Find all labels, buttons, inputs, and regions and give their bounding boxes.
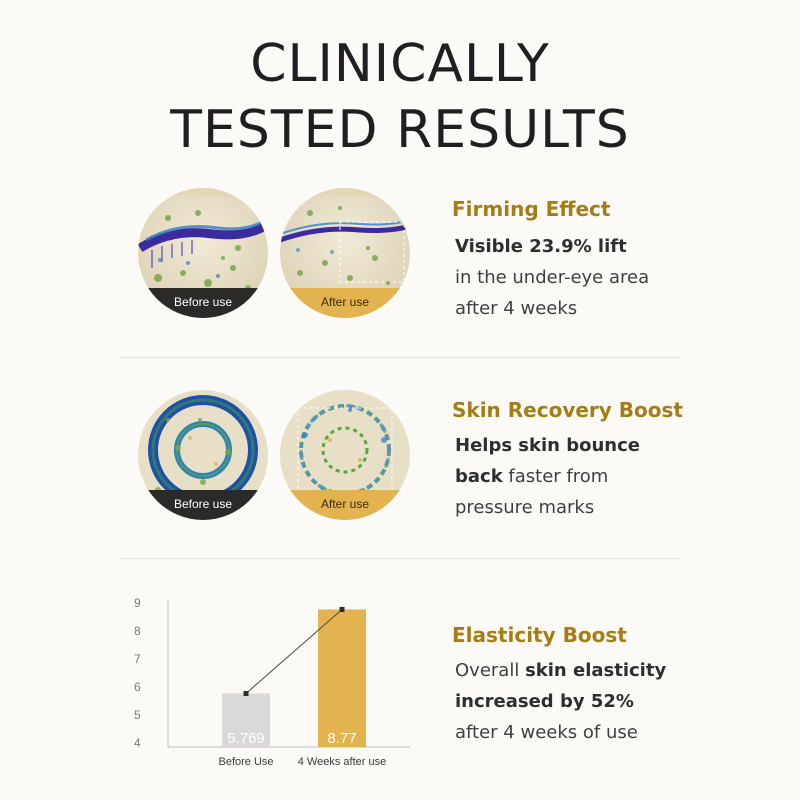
- skin-recovery-title: Skin Recovery Boost: [452, 398, 683, 422]
- skin-recovery-highlight-2: back: [455, 466, 503, 487]
- firming-effect-highlight: Visible 23.9% lift: [455, 236, 627, 257]
- skin-recovery-line-3: pressure marks: [455, 497, 595, 518]
- firming-after-image: After use: [280, 188, 410, 318]
- firming-effect-line-3: after 4 weeks: [455, 298, 578, 319]
- bar-0: [222, 693, 270, 747]
- firming-effect-line-2: in the under-eye area: [455, 267, 650, 288]
- category-label: Before Use: [218, 756, 273, 768]
- trend-line: [245, 609, 343, 694]
- page-title-line-2: TESTED RESULTS: [170, 100, 630, 160]
- bar-value-label: 8.77: [327, 730, 356, 747]
- skin-recovery-line-1: Helps skin bounce: [455, 435, 640, 456]
- recovery-after-image: After use: [280, 390, 410, 520]
- y-tick-label: 6: [134, 680, 141, 694]
- y-tick-label: 8: [134, 624, 141, 638]
- section-divider-1: [120, 357, 680, 358]
- y-tick-label: 5: [134, 708, 141, 722]
- skin-recovery-highlight: Helps skin bounce: [455, 435, 641, 456]
- y-tick-label: 9: [134, 596, 141, 610]
- firming-before-image: Before use: [138, 188, 268, 318]
- category-label: 4 Weeks after use: [298, 756, 386, 768]
- elasticity-line-3: after 4 weeks of use: [455, 722, 638, 743]
- firming-effect-line-1: Visible 23.9% lift: [455, 236, 627, 257]
- elasticity-line-2: increased by 52%: [455, 691, 634, 712]
- elasticity-bar-chart: 4 5 6 7 8 9 5.769 Before Use 8.77 4 Weeks after …: [134, 596, 410, 768]
- elasticity-line-1-plain: Overall: [455, 660, 526, 681]
- elasticity-highlight-2: increased by 52%: [455, 691, 634, 712]
- page-title-line-1: CLINICALLY: [250, 34, 550, 94]
- trend-point-1: [339, 606, 345, 612]
- skin-recovery-line-2-rest: faster from: [502, 466, 609, 487]
- after-use-label: After use: [280, 288, 410, 318]
- trend-point-0: [243, 690, 249, 696]
- before-use-label: Before use: [138, 490, 268, 520]
- y-tick-label: 7: [134, 652, 141, 666]
- section-divider-2: [120, 558, 680, 559]
- elasticity-boost-title: Elasticity Boost: [452, 623, 627, 647]
- bar-value-label: 5.769: [227, 730, 265, 747]
- before-use-label: Before use: [138, 288, 268, 318]
- elasticity-highlight: skin elasticity: [525, 660, 667, 681]
- firming-effect-title: Firming Effect: [452, 197, 611, 221]
- skin-recovery-line-2: back faster from: [455, 466, 608, 487]
- bar-1: [318, 609, 366, 747]
- elasticity-line-1: Overall skin elasticity: [455, 660, 666, 681]
- recovery-before-image: Before use: [138, 390, 268, 520]
- y-tick-label: 4: [134, 736, 141, 750]
- after-use-label: After use: [280, 490, 410, 520]
